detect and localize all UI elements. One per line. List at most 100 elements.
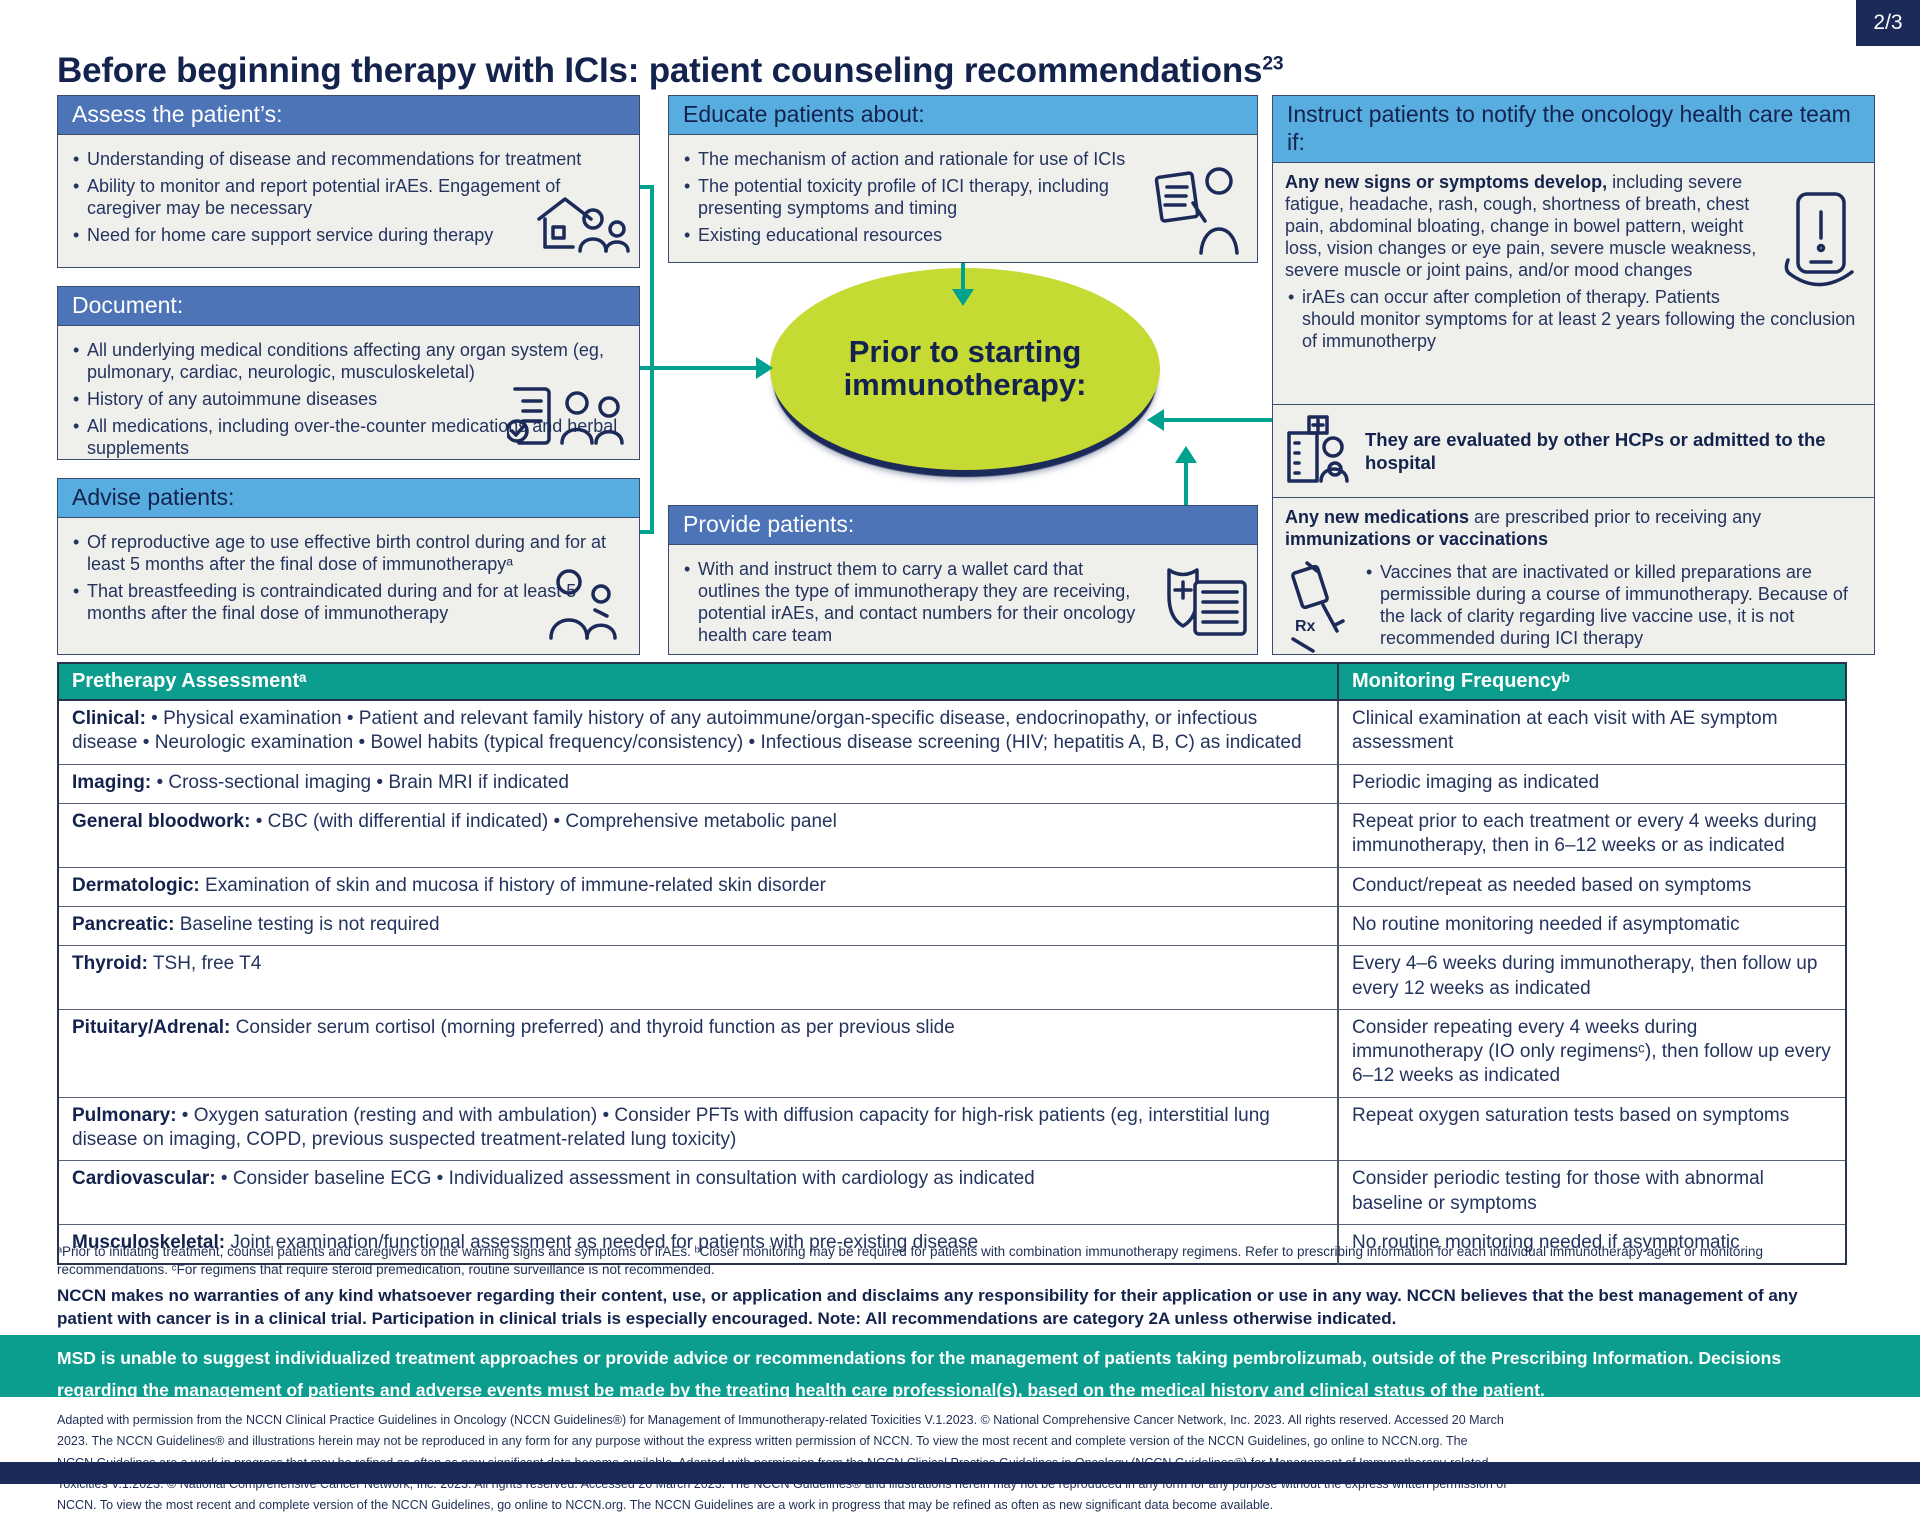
page-indicator: 2/3 (1856, 0, 1920, 46)
phone-alert-icon (1778, 190, 1862, 300)
bullet-item: History of any autoimmune diseases (70, 389, 627, 411)
bullet-item: Of reproductive age to use effective bir… (70, 532, 627, 576)
frequency-cell: Consider periodic testing for those with… (1337, 1160, 1847, 1225)
advise-bullets: Of reproductive age to use effective bir… (70, 532, 627, 625)
instruct-header: Instruct patients to notify the oncology… (1272, 95, 1875, 163)
ellipse-line1: Prior to starting (848, 334, 1082, 370)
bullet-item: irAEs can occur after completion of ther… (1285, 287, 1862, 353)
arrow-educate-to-ellipse-head (952, 289, 974, 306)
wallet-card-shield-icon (1143, 564, 1249, 648)
instruct-s3-bold2: immunizations or vaccinations (1285, 529, 1549, 550)
table-row: Pancreatic: Baseline testing is not requ… (57, 905, 1847, 947)
advise-body: Of reproductive age to use effective bir… (57, 517, 640, 655)
syringe-rx-icon: Rx (1287, 561, 1351, 654)
table-row: Pulmonary: • Oxygen saturation (resting … (57, 1096, 1847, 1162)
checklist-people-icon (505, 383, 633, 455)
page-title-superscript: 23 (1262, 53, 1284, 75)
ellipse-line2: immunotherapy: (843, 367, 1087, 402)
frequency-cell: Conduct/repeat as needed based on sympto… (1337, 866, 1847, 907)
msd-disclaimer-text: MSD is unable to suggest individualized … (57, 1348, 1782, 1400)
provide-header: Provide patients: (668, 505, 1258, 544)
assessment-cell: Pituitary/Adrenal: Consider serum cortis… (57, 1008, 1339, 1098)
educate-box: Educate patients about: The mechanism of… (668, 95, 1258, 263)
frequency-cell: Clinical examination at each visit with … (1337, 699, 1847, 765)
educate-header: Educate patients about: (668, 95, 1258, 134)
frequency-cell: Consider repeating every 4 weeks during … (1337, 1008, 1847, 1098)
arrow-provide-to-ellipse-head (1175, 446, 1197, 463)
table-row: Clinical: • Physical examination • Patie… (57, 699, 1847, 765)
instruct-box: Instruct patients to notify the oncology… (1272, 95, 1875, 655)
bullet-item: Understanding of disease and recommendat… (70, 149, 627, 171)
bullet-item: All medications, including over-the-coun… (70, 416, 627, 459)
document-bullets: All underlying medical conditions affect… (70, 340, 627, 459)
house-family-icon (533, 187, 633, 265)
educate-body: The mechanism of action and rationale fo… (668, 134, 1258, 263)
provide-body: With and instruct them to carry a wallet… (668, 544, 1258, 655)
connector-assess-stub (640, 185, 654, 189)
bullet-item: That breastfeeding is contraindicated du… (70, 581, 627, 625)
arrow-educate-to-ellipse-line (961, 263, 965, 291)
instruct-s3-bold1: Any new medications (1285, 507, 1470, 528)
msd-disclaimer-bar: MSD is unable to suggest individualized … (0, 1335, 1920, 1400)
arrow-instruct-to-ellipse-head (1147, 409, 1164, 431)
bullet-item: Ability to monitor and report potential … (70, 176, 627, 220)
table-row: Cardiovascular: • Consider baseline ECG … (57, 1160, 1847, 1225)
hospital-icon (1285, 413, 1351, 489)
document-body: All underlying medical conditions affect… (57, 325, 640, 460)
instruct-section-hcp: They are evaluated by other HCPs or admi… (1273, 405, 1874, 499)
document-box: Document: All underlying medical conditi… (57, 286, 640, 460)
pretherapy-table-body: Clinical: • Physical examination • Patie… (57, 699, 1847, 1265)
assessment-cell: Musculoskeletal: Joint examination/funct… (57, 1224, 1339, 1265)
frequency-cell: Every 4–6 weeks during immunotherapy, th… (1337, 945, 1847, 1010)
instruct-section-medications: Any new medications are prescribed prior… (1273, 498, 1874, 654)
instruct-s3-rest: are prescribed prior to receiving any (1469, 507, 1762, 528)
assessment-cell: Pancreatic: Baseline testing is not requ… (57, 905, 1339, 947)
bullet-item: The potential toxicity profile of ICI th… (681, 176, 1153, 220)
assessment-cell: Clinical: • Physical examination • Patie… (57, 699, 1339, 765)
table-header-row: Pretherapy Assessmentᵃ Monitoring Freque… (57, 662, 1847, 701)
educate-bullets: The mechanism of action and rationale fo… (681, 149, 1245, 247)
arrow-left-to-ellipse-line (640, 366, 758, 370)
frequency-cell: Periodic imaging as indicated (1337, 763, 1847, 804)
instruct-s1-rest: including severe fatigue, headache, rash… (1285, 172, 1757, 280)
advise-header: Advise patients: (57, 478, 640, 517)
caregiver-family-icon (541, 566, 623, 652)
page-title-text: Before beginning therapy with ICIs: pati… (57, 51, 1263, 91)
footnotes: ᵃPrior to initiating treatment, counsel … (57, 1244, 1763, 1278)
col-header-monitoring-frequency: Monitoring Frequencyᵇ (1337, 662, 1847, 701)
instruct-body: Any new signs or symptoms develop, inclu… (1272, 162, 1875, 655)
document-header: Document: (57, 286, 640, 325)
assessment-cell: Cardiovascular: • Consider baseline ECG … (57, 1160, 1339, 1225)
arrow-provide-to-ellipse-line (1184, 462, 1188, 505)
table-row: General bloodwork: • CBC (with different… (57, 802, 1847, 868)
assess-box: Assess the patient’s: Understanding of d… (57, 95, 640, 268)
page-indicator-text: 2/3 (1873, 11, 1903, 34)
instruct-s1-bullets: irAEs can occur after completion of ther… (1285, 287, 1862, 353)
table-row: Thyroid: TSH, free T4 Every 4–6 weeks dur… (57, 945, 1847, 1010)
bullet-item: With and instruct them to carry a wallet… (681, 559, 1143, 647)
frequency-cell: No routine monitoring needed if asymptom… (1337, 1224, 1847, 1265)
col-header-pretherapy-assessment: Pretherapy Assessmentᵃ (57, 662, 1339, 701)
svg-text:Rx: Rx (1295, 618, 1316, 635)
arrow-left-to-ellipse-head (756, 357, 773, 379)
frequency-cell: No routine monitoring needed if asymptom… (1337, 905, 1847, 947)
assess-header: Assess the patient’s: (57, 95, 640, 134)
table-row: Dermatologic: Examination of skin and mu… (57, 866, 1847, 907)
bullet-item: All underlying medical conditions affect… (70, 340, 627, 384)
nccn-disclaimer: NCCN makes no warranties of any kind wha… (57, 1286, 1798, 1328)
page-title: Before beginning therapy with ICIs: pati… (57, 51, 1284, 91)
assessment-cell: General bloodwork: • CBC (with different… (57, 802, 1339, 868)
assess-body: Understanding of disease and recommendat… (57, 134, 640, 268)
pretherapy-table: Pretherapy Assessmentᵃ Monitoring Freque… (57, 662, 1847, 1266)
arrow-instruct-to-ellipse-line (1164, 418, 1272, 422)
bullet-item: Need for home care support service durin… (70, 225, 627, 247)
bullet-item: Existing educational resources (681, 225, 1153, 247)
connector-left-vertical (650, 185, 654, 534)
bullet-item: The mechanism of action and rationale fo… (681, 149, 1153, 171)
instruct-s3-bullets: Vaccines that are inactivated or killed … (1363, 557, 1862, 654)
provide-box: Provide patients: With and instruct them… (668, 505, 1258, 655)
advise-box: Advise patients: Of reproductive age to … (57, 478, 640, 655)
instruct-section-signs: Any new signs or symptoms develop, inclu… (1273, 163, 1874, 406)
provide-bullets: With and instruct them to carry a wallet… (681, 559, 1245, 647)
connector-advise-stub (640, 530, 654, 534)
